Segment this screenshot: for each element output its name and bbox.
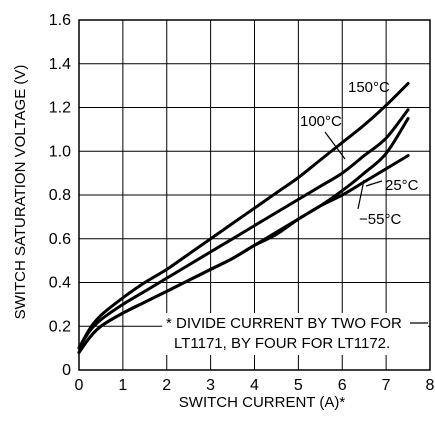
- x-axis-label: SWITCH CURRENT (A)*: [179, 394, 346, 411]
- y-tick-label: 0.4: [49, 275, 71, 292]
- y-tick-label: 0.8: [49, 187, 71, 204]
- x-tick-labels: 0 1 2 3 4 5 6 7 8: [75, 377, 435, 394]
- plot-frame: [78, 19, 431, 371]
- x-tick-label: 1: [118, 377, 127, 394]
- y-tick-label: 1.2: [49, 100, 71, 117]
- x-tick-label: 5: [294, 377, 303, 394]
- series-label-25c: 25°C: [385, 177, 419, 194]
- y-tick-label: 1.0: [49, 143, 71, 160]
- x-tick-label: 7: [382, 377, 391, 394]
- series-line-1: [77, 108, 410, 350]
- y-tick-label: 1.6: [49, 12, 71, 29]
- x-tick-label: 8: [426, 377, 435, 394]
- footnote-line-1: * DIVIDE CURRENT BY TWO FOR: [166, 315, 402, 332]
- y-tick-label: 0: [62, 362, 71, 379]
- x-tick-label: 6: [338, 377, 347, 394]
- plot-grid: [78, 19, 431, 371]
- x-tick-label: 2: [162, 377, 171, 394]
- y-tick-labels: 0 0.2 0.4 0.6 0.8 1.0 1.2 1.4 1.6: [49, 12, 71, 379]
- leader-100c: [324, 131, 346, 160]
- series-label-100c: 100°C: [300, 113, 342, 130]
- footnote-line-2: LT1171, BY FOUR FOR LT1172.: [174, 335, 390, 352]
- y-tick-label: 0.6: [49, 231, 71, 248]
- series-curves: [77, 81, 410, 354]
- y-axis-label: SWITCH SATURATION VOLTAGE (V): [12, 65, 29, 320]
- x-tick-label: 4: [250, 377, 259, 394]
- y-tick-label: 0.2: [49, 318, 71, 335]
- series-line-0: [77, 81, 410, 350]
- series-label-minus55c: −55°C: [359, 211, 401, 228]
- footnote-background: [162, 313, 428, 355]
- series-line-3: [77, 116, 410, 354]
- series-label-150c: 150°C: [348, 79, 390, 96]
- y-tick-label: 1.4: [49, 56, 71, 73]
- x-tick-label: 3: [206, 377, 215, 394]
- leader-minus55c: [357, 179, 365, 210]
- x-tick-label: 0: [75, 377, 84, 394]
- leader-25c: [365, 180, 383, 187]
